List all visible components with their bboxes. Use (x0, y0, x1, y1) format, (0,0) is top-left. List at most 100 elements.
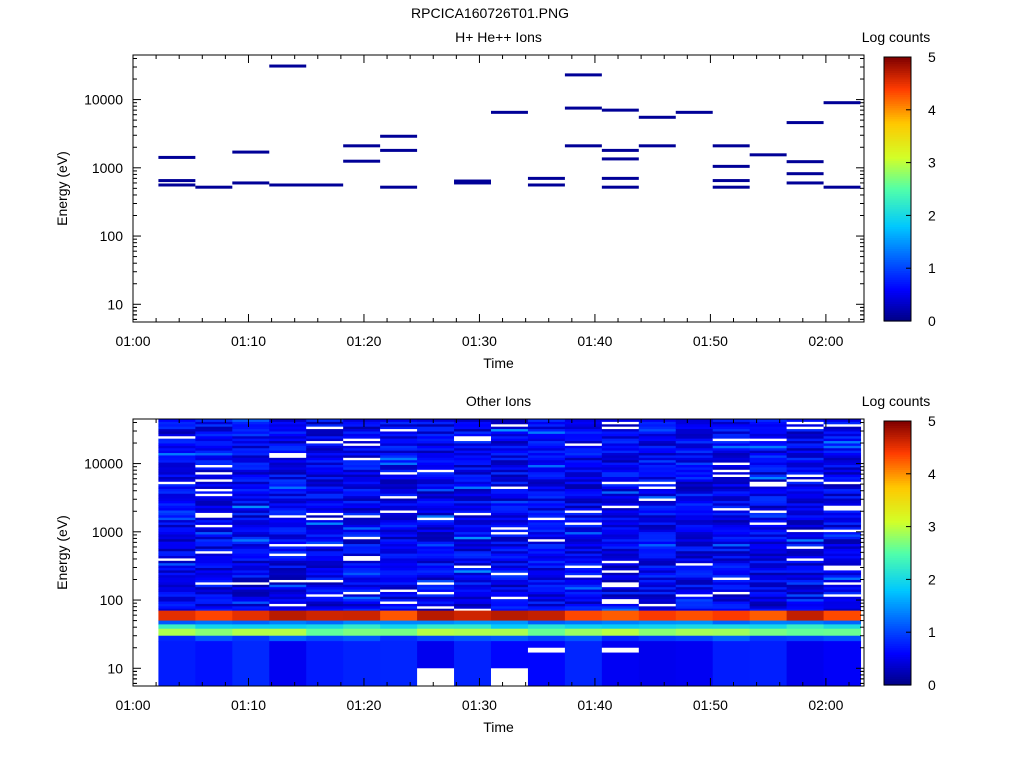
spectrogram-bin (601, 565, 640, 569)
colorbar-swatch (884, 74, 911, 78)
spectrogram-bin (786, 447, 825, 451)
spectrogram-bin (380, 471, 418, 475)
spectrogram-bin (786, 452, 825, 456)
energy-band-bin (527, 610, 566, 622)
spectrogram-bin (786, 498, 825, 501)
energy-band-bin (749, 641, 788, 687)
spectrogram-bin (195, 462, 233, 466)
spectrogram-bin (675, 440, 714, 444)
spectrogram-bin (417, 474, 455, 477)
spectrogram-bin (380, 430, 418, 434)
spectrogram-bin (417, 466, 455, 470)
spectrogram-bin (564, 495, 603, 499)
colorbar-swatch (884, 98, 911, 102)
spectrogram-bin (343, 471, 381, 475)
spectrogram-bin (638, 569, 677, 573)
spectrogram-bin (269, 490, 307, 494)
colorbar-swatch (884, 219, 911, 223)
y-tick-label: 100 (100, 228, 124, 244)
spectrogram-bin (158, 510, 196, 513)
spectrogram-bin (527, 490, 566, 494)
spectrogram-bin (527, 440, 566, 444)
spectrogram-bin (232, 483, 270, 487)
spectrogram-bin (232, 430, 270, 434)
spectrogram-bin (343, 457, 381, 461)
colorbar-swatch (884, 636, 911, 640)
spectrogram-bin (527, 447, 566, 451)
spectrogram-bin (269, 536, 307, 540)
colorbar-tick-label: 2 (928, 571, 936, 587)
energy-band-bin (712, 620, 751, 625)
spectrogram-bin (454, 498, 492, 501)
spectrogram-bin (158, 574, 196, 578)
spectrogram-bin (675, 510, 714, 513)
spectrogram-bin (232, 581, 270, 585)
spectrogram-bin (749, 464, 788, 468)
spectrogram-bin (417, 550, 455, 554)
spectrogram-bin (675, 596, 714, 600)
spectrogram-bin (306, 567, 344, 571)
spectrogram-bin (380, 574, 418, 578)
spectrogram-bin (343, 589, 381, 592)
spectrogram-bin (675, 557, 714, 561)
spectrogram-bin (306, 452, 344, 456)
spectrogram-bin (306, 526, 344, 530)
spectrogram-bin (749, 507, 788, 511)
spectrogram-bin (675, 577, 714, 580)
spectrogram-bin (564, 605, 603, 609)
spectrogram-bin (823, 584, 862, 588)
spectrogram-bin (786, 440, 825, 444)
colorbar-swatch (884, 559, 911, 563)
spectrogram-bin (786, 423, 825, 427)
colorbar-swatch (884, 96, 911, 100)
spectrogram-bin (158, 459, 196, 463)
spectrogram-bin (601, 445, 640, 449)
colorbar-swatch (884, 550, 911, 554)
energy-band-bin (601, 628, 640, 637)
spectrogram-bin (380, 543, 418, 547)
data-cell (527, 183, 565, 187)
spectrogram-bin (638, 464, 677, 468)
energy-band-bin (417, 620, 455, 625)
spectrogram-bin (675, 447, 714, 451)
spectrogram-bin (158, 560, 196, 564)
colorbar-swatch (884, 259, 911, 263)
spectrogram-bin (527, 569, 566, 573)
spectrogram-bin (601, 593, 640, 597)
spectrogram-bin (417, 577, 455, 580)
spectrogram-bin (823, 526, 862, 530)
spectrogram-bin (158, 493, 196, 497)
spectrogram-bin (823, 605, 862, 609)
spectrogram-bin (306, 481, 344, 485)
spectrogram-bin (269, 510, 307, 513)
colorbar-swatch (884, 261, 911, 265)
spectrogram-bin (158, 490, 196, 494)
spectrogram-bin (417, 586, 455, 590)
spectrogram-bin (306, 433, 344, 437)
spectrogram-bin (306, 469, 344, 473)
spectrogram-bin (306, 598, 344, 602)
spectrogram-bin (380, 548, 418, 552)
spectrogram-bin (343, 478, 381, 482)
spectrogram-bin (638, 601, 677, 604)
spectrogram-bin (232, 450, 270, 454)
spectrogram-bin (675, 505, 714, 509)
spectrogram-bin (712, 454, 751, 458)
spectrogram-bin (195, 591, 233, 595)
spectrogram-bin (158, 495, 196, 499)
spectrogram-bin (638, 454, 677, 458)
spectrogram-bin (454, 421, 492, 425)
spectrogram-bin (749, 574, 788, 578)
spectrogram-bin (158, 581, 196, 585)
energy-band-bin (158, 628, 196, 637)
spectrogram-bin (786, 490, 825, 494)
energy-band-bin (490, 628, 529, 637)
spectrogram-bin (564, 531, 603, 535)
spectrogram-bin (675, 560, 714, 564)
energy-band-bin (195, 620, 233, 625)
colorbar-swatch (884, 158, 911, 161)
spectrogram-bin (638, 517, 677, 521)
spectrogram-bin (527, 591, 566, 595)
colorbar-swatch (884, 208, 911, 212)
spectrogram-bin (601, 421, 640, 425)
